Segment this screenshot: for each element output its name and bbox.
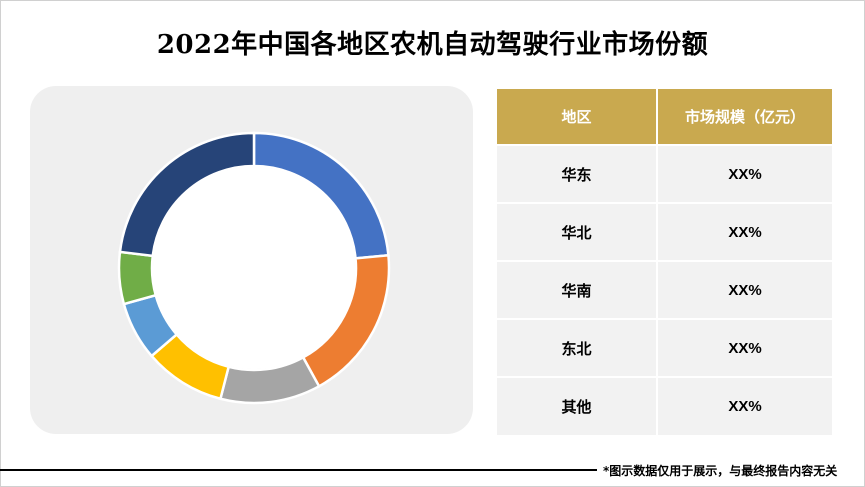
value-cell: XX%: [657, 202, 832, 261]
donut-slice-6: [117, 250, 158, 306]
header-region: 地区: [497, 89, 658, 145]
table-row: 华南 XX%: [497, 260, 832, 319]
table-header-row: 地区 市场规模（亿元）: [497, 89, 832, 145]
table-row: 华东 XX%: [497, 144, 832, 203]
value-cell: XX%: [657, 318, 832, 377]
donut-hole: [153, 167, 355, 369]
donut-slice-7: [118, 131, 256, 258]
value-cell: XX%: [657, 376, 832, 435]
value-cell: XX%: [657, 260, 832, 319]
region-cell: 华北: [497, 202, 658, 261]
region-cell: 华东: [497, 144, 658, 203]
table-row: 其他 XX%: [497, 376, 832, 435]
region-cell: 其他: [497, 376, 658, 435]
chart-title: 2022年中国各地区农机自动驾驶行业市场份额: [156, 30, 709, 60]
chart-panel: [30, 86, 473, 434]
region-cell: 东北: [497, 318, 658, 377]
region-cell: 华南: [497, 260, 658, 319]
table-row: 华北 XX%: [497, 202, 832, 261]
donut-chart: [117, 131, 391, 405]
market-share-table: 地区 市场规模（亿元） 华东 XX% 华北 XX% 华南 XX% 东北 XX% …: [497, 89, 832, 435]
footnote: *图示数据仅用于展示，与最终报告内容无关: [603, 464, 838, 478]
value-cell: XX%: [657, 144, 832, 203]
table-row: 东北 XX%: [497, 318, 832, 377]
footer-divider: [0, 469, 597, 471]
header-market-size: 市场规模（亿元）: [657, 89, 832, 145]
